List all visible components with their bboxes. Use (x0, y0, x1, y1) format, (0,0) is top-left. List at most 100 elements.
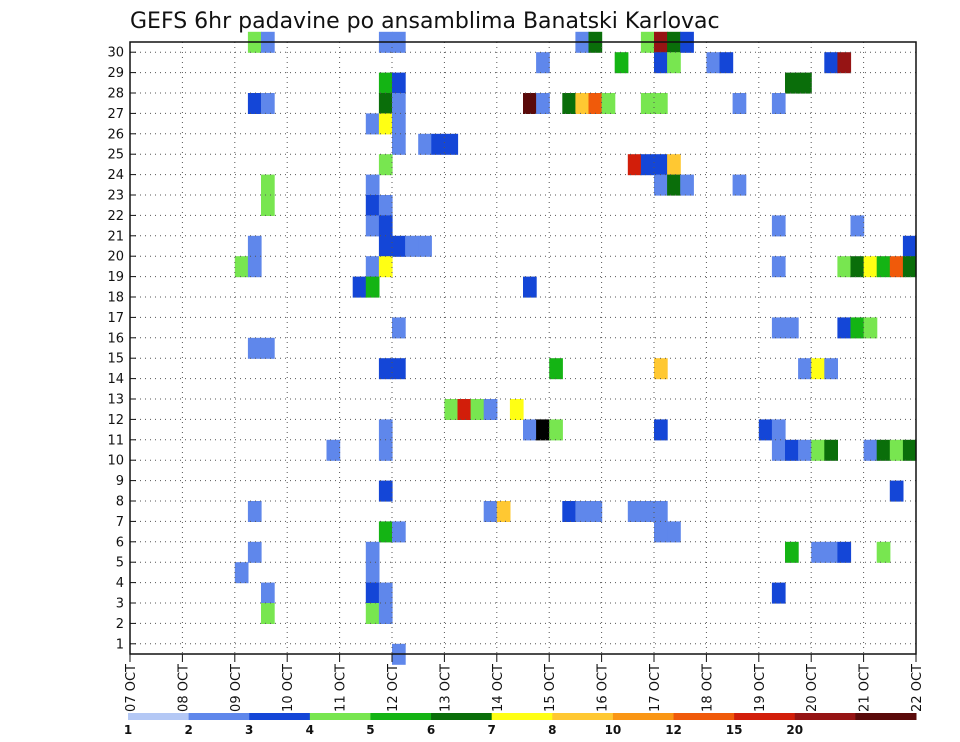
y-tick-label: 11 (107, 433, 124, 448)
x-tick-label: 17 OCT (648, 664, 663, 712)
heatmap-cell (654, 174, 668, 196)
heatmap-cell (247, 501, 262, 522)
y-tick-label: 29 (107, 66, 124, 81)
heatmap-cell (706, 52, 721, 74)
heatmap-cell (392, 358, 406, 380)
heatmap-cell (627, 154, 642, 176)
x-tick-label: 10 OCT (281, 664, 296, 712)
heatmap-cell (719, 52, 734, 74)
heatmap-cell (601, 93, 616, 114)
heatmap-cell (392, 133, 406, 155)
heatmap-cell (785, 541, 799, 563)
heatmap-cell (392, 113, 406, 135)
colorbar-swatch (612, 713, 675, 720)
heatmap-cell (588, 93, 603, 114)
heatmap-cell (850, 215, 865, 237)
heatmap-cell (261, 582, 275, 604)
heatmap-cell (378, 480, 393, 502)
heatmap-cell (378, 521, 393, 543)
colorbar-swatch (552, 713, 614, 720)
heatmap-cell (824, 52, 838, 74)
heatmap-cell (365, 603, 380, 624)
heatmap-cell (824, 358, 838, 380)
heatmap-cell (470, 399, 485, 420)
heatmap-cell (549, 358, 563, 380)
heatmap-cell (247, 256, 262, 278)
colorbar-swatch (188, 713, 250, 720)
heatmap-cell (496, 501, 511, 522)
heatmap-cell (365, 562, 380, 584)
y-tick-label: 12 (107, 413, 124, 428)
y-tick-label: 26 (107, 127, 124, 142)
heatmap-cell (902, 235, 917, 257)
heatmap-cell (863, 256, 878, 278)
heatmap-cell (876, 439, 891, 461)
heatmap-cell (378, 215, 393, 237)
heatmap-cell (378, 154, 393, 176)
heatmap-cell (509, 399, 524, 420)
heatmap-cell (536, 419, 550, 441)
colorbar-swatch (128, 713, 190, 720)
heatmap-cell (771, 582, 786, 604)
colorbar-swatch (370, 713, 432, 720)
heatmap-cell (837, 52, 852, 74)
y-tick-label: 14 (107, 372, 124, 387)
heatmap-cell (536, 93, 550, 114)
colorbar: 1 2 3 4 5 6 7 8 10 12 15 20 (124, 713, 917, 737)
heatmap-cell (680, 174, 694, 196)
y-axis: 1234567891011121314151617181920212223242… (107, 46, 136, 652)
x-tick-label: 16 OCT (596, 664, 611, 712)
y-tick-label: 5 (116, 556, 124, 571)
colorbar-label: 7 (488, 723, 496, 737)
plot-frame (129, 41, 917, 655)
colorbar-label: 5 (366, 723, 374, 737)
colorbar-label: 12 (665, 723, 682, 737)
heatmap-cell (863, 439, 878, 461)
heatmap-cell (771, 439, 786, 461)
y-tick-label: 25 (107, 148, 124, 163)
heatmap-cell (326, 439, 341, 461)
heatmap-cells (234, 31, 917, 665)
x-axis: 07 OCT 08 OCT 09 OCT 10 OCT 11 OCT 12 OCT 13 O… (124, 654, 925, 712)
heatmap-cell (549, 419, 563, 441)
colorbar-label: 15 (726, 723, 743, 737)
heatmap-cell (575, 501, 590, 522)
heatmap-cell (234, 256, 249, 278)
colorbar-label: 10 (605, 723, 622, 737)
heatmap-cell (523, 419, 537, 441)
heatmap-cell (365, 215, 380, 237)
heatmap-cell (837, 256, 852, 278)
x-tick-label: 13 OCT (438, 664, 453, 712)
colorbar-swatch (431, 713, 493, 720)
y-tick-label: 10 (107, 454, 124, 469)
heatmap-cell (261, 603, 275, 624)
heatmap-cell (798, 358, 812, 380)
heatmap-cell (483, 399, 498, 420)
heatmap-cell (785, 317, 799, 339)
y-tick-label: 27 (107, 107, 124, 122)
colorbar-label: 4 (306, 723, 314, 737)
heatmap-cell (392, 72, 406, 94)
heatmap-cell (654, 93, 668, 114)
heatmap-cell (365, 276, 380, 298)
heatmap-cell (392, 235, 406, 257)
y-tick-label: 1 (116, 637, 124, 652)
x-tick-label: 20 OCT (805, 664, 820, 712)
heatmap-cell (378, 603, 393, 624)
heatmap-cell (667, 174, 681, 196)
heatmap-cell (811, 541, 825, 563)
heatmap-cell (444, 133, 459, 155)
y-tick-label: 15 (107, 352, 124, 367)
heatmap-cell (418, 133, 432, 155)
heatmap-cell (771, 419, 786, 441)
heatmap-cell (247, 337, 262, 359)
y-tick-label: 21 (107, 229, 124, 244)
heatmap-cell (378, 113, 393, 135)
grid-lines (130, 42, 916, 654)
heatmap-cell (798, 72, 812, 94)
heatmap-cell (876, 541, 891, 563)
heatmap-cell (824, 439, 838, 461)
heatmap-cell (562, 93, 576, 114)
heatmap-cell (654, 52, 668, 74)
